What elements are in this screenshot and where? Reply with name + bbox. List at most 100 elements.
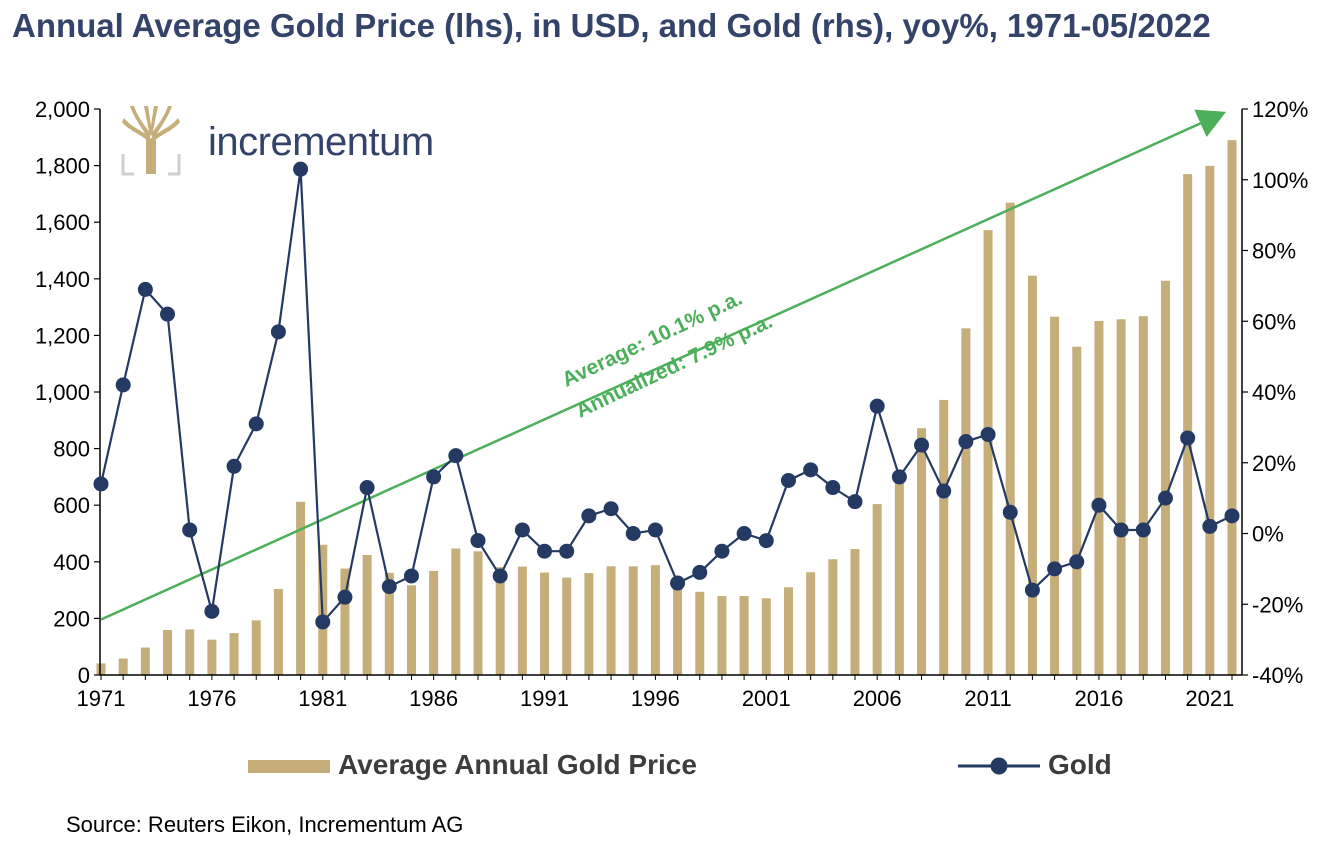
legend-bar-swatch <box>248 760 330 773</box>
x-tick-label: 2006 <box>853 686 902 711</box>
x-tick-label: 1976 <box>187 686 236 711</box>
right-tick-label: -20% <box>1252 592 1303 617</box>
bars-layer <box>96 140 1237 675</box>
bar-1997 <box>673 581 683 675</box>
left-tick-label: 200 <box>53 606 90 631</box>
bar-1991 <box>540 572 550 675</box>
gold-point-2000 <box>736 526 752 541</box>
bar-1987 <box>451 548 461 675</box>
gold-point-1978 <box>248 416 264 432</box>
bar-1994 <box>606 566 616 675</box>
gold-point-1981 <box>315 614 331 630</box>
gold-point-1976 <box>204 603 220 619</box>
x-tick-label: 2001 <box>742 686 791 711</box>
right-tick-label: -40% <box>1252 663 1303 688</box>
gold-point-1994 <box>603 501 619 517</box>
gold-point-2006 <box>869 398 885 414</box>
tree-logo-icon <box>121 106 181 176</box>
bar-1999 <box>717 596 727 675</box>
gold-point-2002 <box>780 472 796 488</box>
gold-point-2007 <box>891 469 907 485</box>
bar-2004 <box>828 559 838 675</box>
trend-layer <box>100 109 1226 621</box>
gold-point-1993 <box>581 508 597 524</box>
gold-point-1997 <box>670 575 686 591</box>
right-tick-label: 0% <box>1252 522 1284 547</box>
gold-point-1986 <box>426 469 442 485</box>
gold-point-1984 <box>381 579 397 595</box>
gold-point-2011 <box>980 426 996 442</box>
gold-point-1989 <box>492 568 508 584</box>
trend-line <box>100 122 1201 621</box>
right-tick-label: 100% <box>1252 168 1308 193</box>
gold-point-2001 <box>758 533 774 549</box>
bar-1977 <box>229 633 239 675</box>
bar-2009 <box>939 399 949 675</box>
bar-2012 <box>1005 202 1015 675</box>
x-tick-label: 1986 <box>409 686 458 711</box>
bar-2006 <box>872 504 882 675</box>
bar-1973 <box>140 647 150 675</box>
bar-2008 <box>917 428 927 675</box>
bar-1982 <box>340 568 350 675</box>
gold-point-2012 <box>1002 504 1018 520</box>
legend-line-label: Gold <box>1048 749 1112 780</box>
left-tick-label: 1,400 <box>35 267 90 292</box>
bar-2010 <box>961 328 971 675</box>
gold-point-1971 <box>93 476 109 492</box>
bar-2005 <box>850 549 860 675</box>
gold-point-1995 <box>625 526 641 541</box>
left-tick-label: 0 <box>78 663 90 688</box>
bar-2015 <box>1072 346 1082 675</box>
gold-point-2019 <box>1157 490 1173 506</box>
left-tick-label: 1,600 <box>35 210 90 235</box>
incrementum-logo: incrementum <box>120 104 460 180</box>
gold-point-2005 <box>847 494 863 510</box>
gold-point-2009 <box>936 483 952 499</box>
ticks-layer: 0 200 400 600 800 1,000 1,200 1,400 1,600 1,800 2,… <box>35 97 1308 711</box>
bar-1978 <box>251 620 261 675</box>
gold-point-1991 <box>537 543 553 559</box>
bar-1979 <box>273 588 283 675</box>
bar-1980 <box>296 501 306 675</box>
right-tick-label: 20% <box>1252 451 1296 476</box>
legend-line-swatch <box>958 757 1040 775</box>
bar-2017 <box>1116 319 1126 675</box>
gold-point-2014 <box>1047 561 1063 577</box>
bar-1986 <box>429 570 439 675</box>
bar-1990 <box>517 566 527 675</box>
bar-2022 <box>1227 140 1237 675</box>
gold-point-1998 <box>692 564 708 580</box>
bar-2003 <box>806 572 816 675</box>
x-tick-label: 2011 <box>964 686 1011 711</box>
bar-1984 <box>384 572 394 675</box>
legend-bar-label: Average Annual Gold Price <box>338 749 697 780</box>
left-tick-label: 1,800 <box>35 154 90 179</box>
left-tick-label: 1,200 <box>35 323 90 348</box>
gold-point-1999 <box>714 543 730 559</box>
bar-2011 <box>983 230 993 675</box>
left-tick-label: 1,000 <box>35 380 90 405</box>
gold-point-1992 <box>559 543 575 559</box>
gold-point-1980 <box>293 161 309 177</box>
x-tick-label: 1971 <box>77 686 126 711</box>
left-tick-label: 600 <box>53 493 90 518</box>
left-tick-label: 2,000 <box>35 97 90 122</box>
bar-1996 <box>650 565 660 675</box>
bar-2019 <box>1160 280 1170 675</box>
gold-point-1987 <box>448 448 464 464</box>
bar-1975 <box>185 629 195 675</box>
bar-1976 <box>207 639 217 675</box>
bar-2000 <box>739 596 749 675</box>
bar-1971 <box>96 663 106 675</box>
right-tick-label: 80% <box>1252 239 1296 264</box>
bar-1972 <box>118 658 128 675</box>
bar-2021 <box>1205 165 1215 675</box>
x-tick-label: 1991 <box>520 686 569 711</box>
gold-point-1983 <box>359 480 375 496</box>
gold-point-2013 <box>1024 582 1040 598</box>
logo-text: incrementum <box>208 120 434 164</box>
gold-point-1972 <box>115 377 131 393</box>
bar-2002 <box>783 587 793 675</box>
